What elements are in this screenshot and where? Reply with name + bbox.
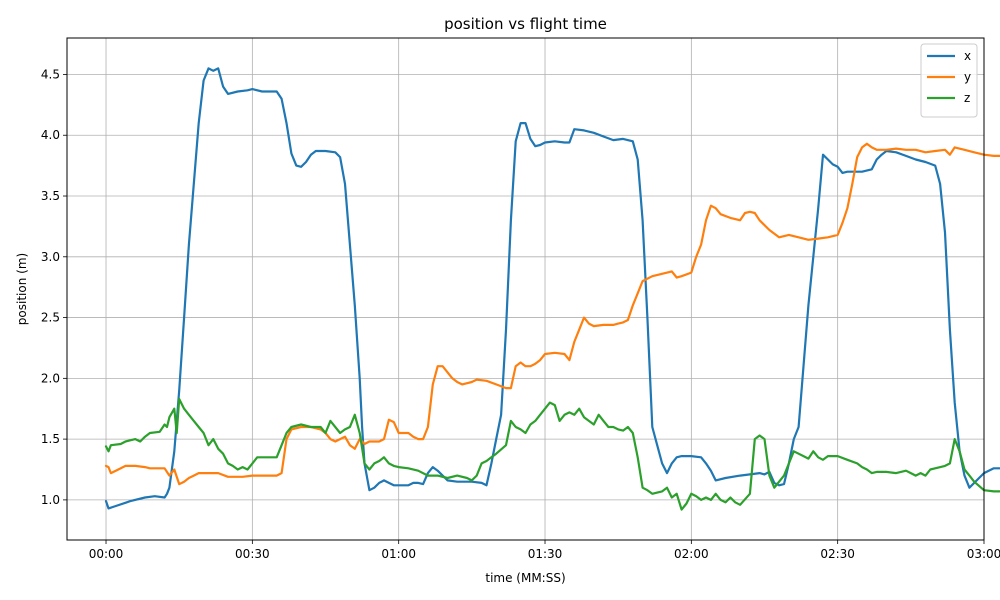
series-line-y [104, 142, 1000, 486]
series-layer [104, 67, 1000, 511]
x-tick-label: 00:30 [235, 547, 270, 561]
chart-title: position vs flight time [444, 15, 607, 33]
legend-label-x: x [964, 49, 971, 63]
x-axis-title: time (MM:SS) [485, 571, 565, 585]
legend-label-z: z [964, 91, 970, 105]
series-line-x [104, 67, 1000, 510]
x-tick-label: 00:00 [89, 547, 124, 561]
x-tick-label: 02:30 [820, 547, 855, 561]
y-tick-label: 2.0 [41, 371, 60, 385]
y-tick-label: 2.5 [41, 311, 60, 325]
y-tick-label: 1.5 [41, 432, 60, 446]
x-tick-label: 01:00 [381, 547, 416, 561]
x-tick-label: 02:00 [674, 547, 709, 561]
y-tick-label: 1.0 [41, 493, 60, 507]
y-tick-label: 4.0 [41, 128, 60, 142]
y-tick-label: 4.5 [41, 67, 60, 81]
x-tick-label: 03:00 [967, 547, 1000, 561]
y-tick-label: 3.0 [41, 250, 60, 264]
series-line-z [104, 397, 1000, 511]
legend-label-y: y [964, 70, 971, 84]
grid-layer [67, 38, 985, 540]
x-tick-label: 01:30 [528, 547, 563, 561]
plot-area-frame [66, 37, 985, 541]
legend: xyz [920, 43, 978, 118]
tick-layer: 00:00 00:30 01:00 01:30 02:00 02:30 03:00 1.0 1.… [41, 67, 1000, 561]
y-axis-title: position (m) [15, 253, 29, 325]
y-tick-label: 3.5 [41, 189, 60, 203]
